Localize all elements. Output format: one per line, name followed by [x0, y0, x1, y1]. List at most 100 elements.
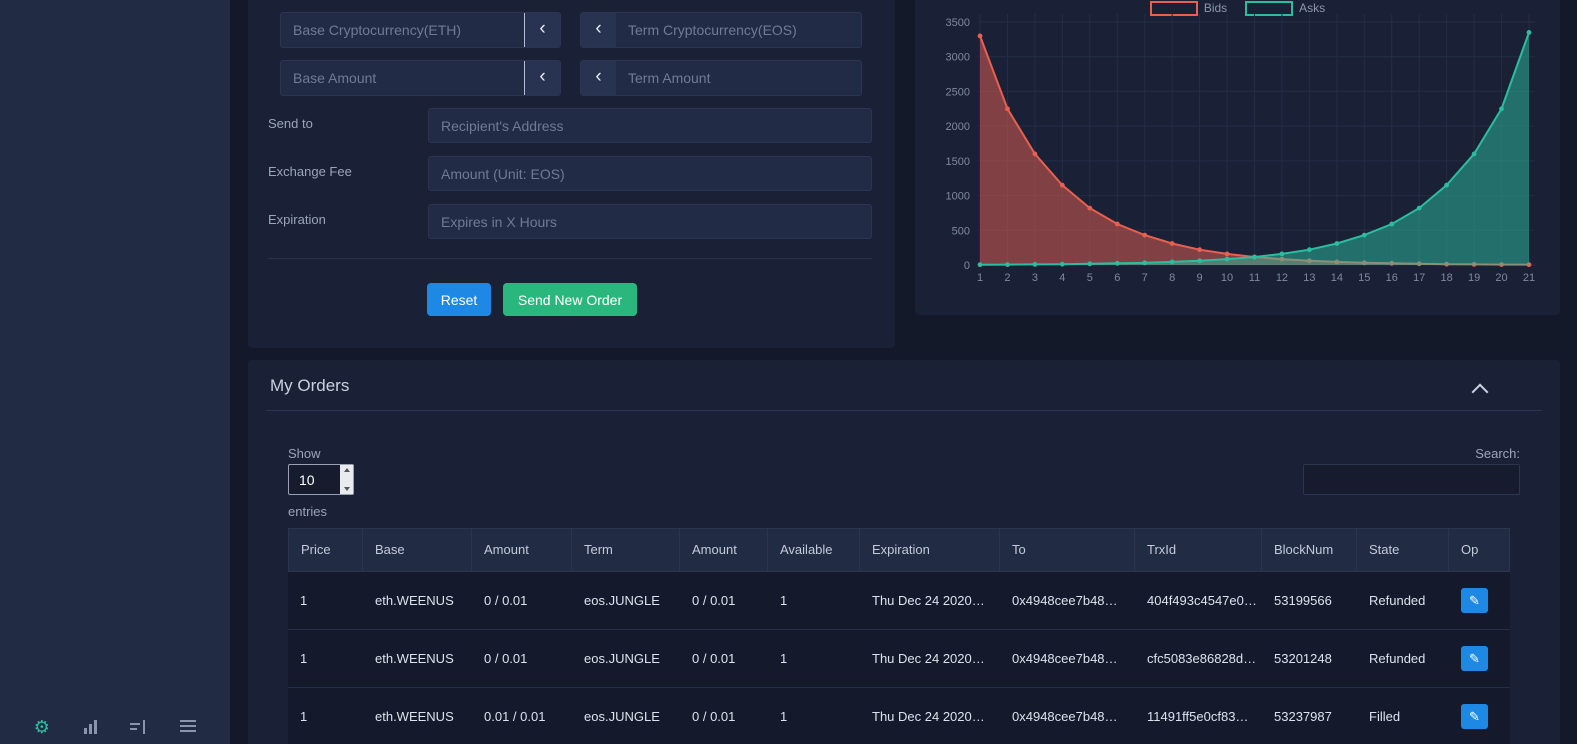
- recipient-address-input[interactable]: [428, 108, 872, 143]
- cell: 11491ff5e0cf83…: [1147, 709, 1249, 724]
- cell: Thu Dec 24 2020…: [872, 709, 985, 724]
- send-new-order-button[interactable]: Send New Order: [503, 283, 637, 316]
- cell: 53199566: [1274, 593, 1332, 608]
- chevron-left-button[interactable]: ‹: [525, 13, 560, 47]
- orders-table: Price Base Amount Term Amount Available Expira…: [288, 528, 1510, 744]
- cell: Thu Dec 24 2020…: [872, 593, 985, 608]
- column-header-amount[interactable]: Amount: [472, 528, 572, 572]
- send-to-label: Send to: [268, 116, 313, 131]
- chevron-left-button[interactable]: ‹: [525, 61, 560, 95]
- svg-text:12: 12: [1276, 272, 1288, 284]
- table-header: Price Base Amount Term Amount Available Expira…: [288, 528, 1510, 572]
- column-header-trxid[interactable]: TrxId: [1135, 528, 1262, 572]
- svg-text:14: 14: [1331, 272, 1343, 284]
- svg-text:1000: 1000: [946, 191, 970, 203]
- table-body: 1 eth.WEENUS 0 / 0.01 eos.JUNGLE 0 / 0.01 1 Th…: [288, 572, 1510, 744]
- search-input[interactable]: [1303, 464, 1520, 495]
- term-amount-input[interactable]: [616, 61, 861, 95]
- cell: 0 / 0.01: [692, 651, 736, 666]
- my-orders-panel: My Orders Show 10 entries Search: Price B…: [248, 360, 1560, 744]
- list-icon[interactable]: [180, 719, 197, 735]
- cell: 53237987: [1274, 709, 1332, 724]
- term-currency-input[interactable]: [616, 13, 861, 47]
- term-currency-group: ‹: [580, 12, 862, 48]
- cell: 1: [300, 651, 308, 666]
- cell: eos.JUNGLE: [584, 709, 660, 724]
- table-row: 1 eth.WEENUS 0 / 0.01 eos.JUNGLE 0 / 0.01 1 Th…: [288, 572, 1510, 630]
- column-header-price[interactable]: Price: [288, 528, 363, 572]
- page-size-select[interactable]: 10: [288, 464, 354, 495]
- column-header-state[interactable]: State: [1357, 528, 1449, 572]
- legend-swatch: [1245, 0, 1294, 16]
- select-scrollbar[interactable]: [340, 465, 353, 494]
- table-row: 1 eth.WEENUS 0.01 / 0.01 eos.JUNGLE 0 / 0.01…: [288, 688, 1510, 744]
- svg-text:15: 15: [1358, 272, 1370, 284]
- svg-text:3: 3: [1032, 272, 1038, 284]
- bar-chart-icon[interactable]: [83, 720, 97, 734]
- column-header-blocknum[interactable]: BlockNum: [1262, 528, 1357, 572]
- cell: 1: [300, 709, 308, 724]
- cell: Refunded: [1369, 651, 1426, 666]
- column-header-base[interactable]: Base: [363, 528, 472, 572]
- svg-text:1: 1: [977, 272, 983, 284]
- amount-row: ‹ ‹: [248, 60, 895, 96]
- expiration-input[interactable]: [428, 204, 872, 239]
- chevron-left-button[interactable]: ‹: [581, 13, 616, 47]
- page-size-value: 10: [299, 471, 315, 488]
- cell: eth.WEENUS: [375, 593, 454, 608]
- cell: eos.JUNGLE: [584, 593, 660, 608]
- stacked-chart-icon[interactable]: [130, 720, 146, 734]
- cell: Filled: [1369, 709, 1401, 724]
- reset-button[interactable]: Reset: [427, 283, 491, 316]
- exchange-fee-label: Exchange Fee: [268, 164, 352, 179]
- cell: 404f493c4547e0…: [1147, 593, 1257, 608]
- term-amount-group: ‹: [580, 60, 862, 96]
- column-header-to[interactable]: To: [1000, 528, 1135, 572]
- cell: 1: [780, 709, 788, 724]
- cell: 0.01 / 0.01: [484, 709, 546, 724]
- svg-text:19: 19: [1468, 272, 1480, 284]
- expiration-label: Expiration: [268, 212, 326, 227]
- column-header-available[interactable]: Available: [768, 528, 860, 572]
- svg-text:2500: 2500: [946, 86, 970, 98]
- cell: 0x4948cee7b48…: [1012, 651, 1118, 666]
- svg-text:21: 21: [1523, 272, 1535, 284]
- column-header-term[interactable]: Term: [572, 528, 680, 572]
- collapse-chevron-icon[interactable]: [1471, 383, 1489, 401]
- chevron-left-button[interactable]: ‹: [581, 61, 616, 95]
- svg-text:2: 2: [1004, 272, 1010, 284]
- column-header-amount[interactable]: Amount: [680, 528, 768, 572]
- op-cell: ✎: [1449, 688, 1510, 744]
- legend-swatch: [1149, 0, 1198, 16]
- base-amount-input[interactable]: [281, 61, 524, 95]
- svg-text:8: 8: [1169, 272, 1175, 284]
- svg-text:2000: 2000: [946, 121, 970, 133]
- currency-row: ‹ ‹: [248, 12, 895, 48]
- cell: eth.WEENUS: [375, 651, 454, 666]
- svg-text:13: 13: [1303, 272, 1315, 284]
- exchange-fee-input[interactable]: [428, 156, 872, 191]
- edit-order-button[interactable]: ✎: [1461, 704, 1488, 729]
- cell: Refunded: [1369, 593, 1426, 608]
- settings-gear-icon[interactable]: ⚙: [33, 717, 50, 737]
- column-header-expiration[interactable]: Expiration: [860, 528, 1000, 572]
- column-header-op[interactable]: Op: [1449, 528, 1510, 572]
- legend-item-asks: Asks: [1245, 0, 1325, 16]
- base-currency-input[interactable]: [281, 13, 524, 47]
- cell: 0x4948cee7b48…: [1012, 709, 1118, 724]
- edit-order-button[interactable]: ✎: [1461, 588, 1488, 613]
- svg-text:20: 20: [1495, 272, 1507, 284]
- chart-legend: Bids Asks: [915, 0, 1560, 16]
- order-book-panel: Bids Asks 0 500 1000 1500 2000 2500 3000 3500 1 2…: [915, 0, 1560, 315]
- input-divider: [524, 13, 525, 47]
- svg-text:4: 4: [1059, 272, 1065, 284]
- svg-text:11: 11: [1249, 272, 1260, 284]
- op-cell: ✎: [1449, 630, 1510, 687]
- edit-order-button[interactable]: ✎: [1461, 646, 1488, 671]
- svg-text:1500: 1500: [946, 156, 970, 168]
- cell: Thu Dec 24 2020…: [872, 651, 985, 666]
- svg-text:7: 7: [1142, 272, 1148, 284]
- cell: 1: [780, 593, 788, 608]
